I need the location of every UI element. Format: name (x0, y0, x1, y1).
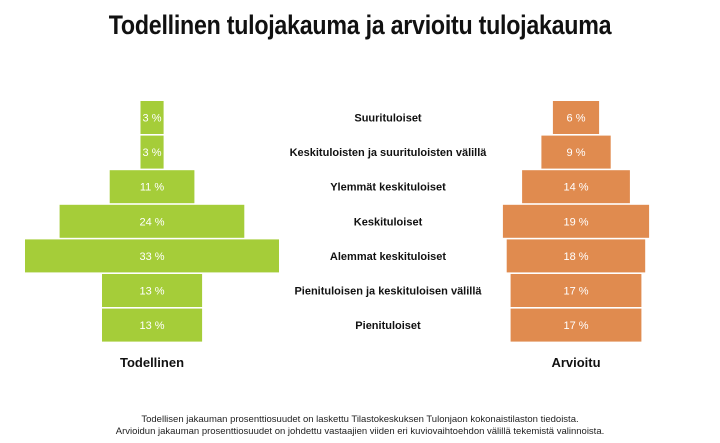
bar-arvioitu (552, 101, 600, 134)
bar-todellinen (59, 204, 245, 238)
bar-todellinen (102, 308, 203, 342)
bar-value-label-todellinen: 3 % (143, 113, 162, 125)
category-label: Alemmat keskituloiset (330, 251, 446, 263)
bar-value-label-todellinen: 13 % (139, 320, 164, 332)
bar-value-label-arvioitu: 14 % (563, 182, 588, 194)
bar-todellinen (140, 101, 164, 134)
bar-value-label-arvioitu: 9 % (567, 147, 586, 159)
bar-value-label-arvioitu: 18 % (563, 251, 588, 263)
bar-todellinen (25, 239, 279, 273)
bar-arvioitu (522, 170, 630, 204)
category-label: Pienituloisen ja keskituloisen välillä (294, 286, 482, 298)
category-label: Suurituloiset (354, 113, 422, 125)
chart-title: Todellinen tulojakauma ja arvioitu tuloj… (108, 10, 612, 40)
bar-value-label-todellinen: 3 % (143, 147, 162, 159)
bar-value-label-todellinen: 11 % (140, 182, 164, 194)
category-label: Ylemmät keskituloiset (330, 182, 446, 194)
bar-value-label-todellinen: 13 % (139, 286, 164, 298)
bar-arvioitu (510, 308, 642, 342)
bar-todellinen (109, 170, 195, 204)
bar-arvioitu (510, 274, 642, 307)
category-label: Keskituloisten ja suurituloisten välillä (290, 147, 488, 159)
series-label-todellinen: Todellinen (119, 355, 185, 370)
bar-value-label-arvioitu: 6 % (567, 113, 586, 125)
bar-value-label-arvioitu: 17 % (563, 320, 588, 332)
bar-value-label-todellinen: 24 % (139, 216, 164, 228)
bar-arvioitu (502, 204, 650, 238)
footnote-line-2: Arvioidun jakauman prosenttiosuudet on j… (115, 426, 605, 437)
bar-todellinen (102, 274, 203, 307)
bar-todellinen (140, 135, 164, 169)
bar-arvioitu (506, 239, 646, 273)
bar-value-label-todellinen: 33 % (139, 251, 164, 263)
category-label: Pienituloiset (355, 320, 421, 332)
category-label: Keskituloiset (354, 216, 423, 228)
series-label-arvioitu: Arvioitu (551, 355, 601, 370)
bar-arvioitu (541, 135, 611, 169)
bar-value-label-arvioitu: 17 % (563, 286, 588, 298)
footnote-line-1: Todellisen jakauman prosenttiosuudet on … (141, 414, 579, 425)
bar-value-label-arvioitu: 19 % (563, 216, 588, 228)
